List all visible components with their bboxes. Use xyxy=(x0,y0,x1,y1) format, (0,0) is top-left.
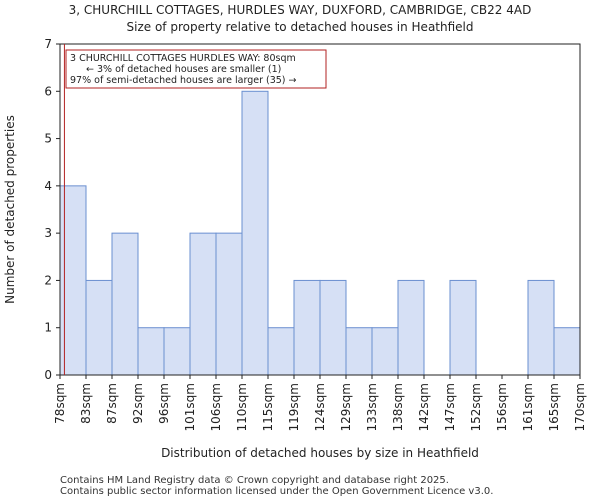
plot-area xyxy=(59,43,581,376)
chart-title: 3, CHURCHILL COTTAGES, HURDLES WAY, DUXF… xyxy=(69,3,532,17)
x-tick-label: 96sqm xyxy=(157,383,171,424)
annotation-line-2: ← 3% of detached houses are smaller (1) xyxy=(86,64,281,75)
bar-133sqm xyxy=(371,327,399,376)
x-tick-label: 138sqm xyxy=(391,383,405,431)
bar-115sqm xyxy=(267,327,295,376)
x-tick-label: 161sqm xyxy=(521,383,535,431)
bar-87sqm xyxy=(111,232,139,376)
y-axis-label: Number of detached properties xyxy=(3,115,17,304)
bar-165sqm xyxy=(553,327,581,376)
bar-96sqm xyxy=(163,327,191,376)
x-tick-label: 106sqm xyxy=(209,383,223,431)
x-tick-label: 110sqm xyxy=(235,383,249,431)
y-tick-label: 0 xyxy=(44,368,52,382)
y-tick-label: 2 xyxy=(44,273,52,287)
x-tick-label: 115sqm xyxy=(261,383,275,431)
bar-129sqm xyxy=(345,327,373,376)
bar-110sqm xyxy=(241,90,269,376)
x-tick-label: 92sqm xyxy=(131,383,145,424)
bars xyxy=(59,90,581,376)
bar-83sqm xyxy=(85,279,113,376)
y-tick-label: 1 xyxy=(44,321,52,335)
x-tick-label: 83sqm xyxy=(79,383,93,424)
annotation-line-3: 97% of semi-detached houses are larger (… xyxy=(70,75,297,86)
bar-92sqm xyxy=(137,327,165,376)
bar-119sqm xyxy=(293,279,321,376)
y-tick-label: 6 xyxy=(44,84,52,98)
x-ticks: 78sqm 83sqm 87sqm 92sqm 96sqm 101sqm 106sqm 110… xyxy=(53,375,587,431)
x-tick-label: 156sqm xyxy=(495,383,509,431)
bar-106sqm xyxy=(215,232,243,376)
x-tick-label: 124sqm xyxy=(313,383,327,431)
x-tick-label: 87sqm xyxy=(105,383,119,424)
x-tick-label: 152sqm xyxy=(469,383,483,431)
annotation-box: 3 CHURCHILL COTTAGES HURDLES WAY: 80sqm … xyxy=(65,49,327,89)
y-tick-label: 5 xyxy=(44,132,52,146)
x-tick-label: 119sqm xyxy=(287,383,301,431)
chart-subtitle: Size of property relative to detached ho… xyxy=(127,20,474,34)
bar-124sqm xyxy=(319,279,347,376)
footer-line-2: Contains public sector information licen… xyxy=(60,486,493,497)
annotation-line-1: 3 CHURCHILL COTTAGES HURDLES WAY: 80sqm xyxy=(70,53,296,64)
y-ticks: 0 1 2 3 4 5 6 7 xyxy=(44,37,60,382)
y-tick-label: 3 xyxy=(44,226,52,240)
x-tick-label: 165sqm xyxy=(547,383,561,431)
y-tick-label: 7 xyxy=(44,37,52,51)
x-tick-label: 170sqm xyxy=(573,383,587,431)
x-axis-label: Distribution of detached houses by size … xyxy=(161,446,479,460)
bar-161sqm xyxy=(527,279,555,376)
x-tick-label: 142sqm xyxy=(417,383,431,431)
bar-147sqm xyxy=(449,279,477,376)
x-tick-label: 101sqm xyxy=(183,383,197,431)
bar-138sqm xyxy=(397,279,425,376)
x-tick-label: 78sqm xyxy=(53,383,67,424)
bar-78sqm xyxy=(59,185,87,376)
x-tick-label: 133sqm xyxy=(365,383,379,431)
footer-line-1: Contains HM Land Registry data © Crown c… xyxy=(60,475,449,486)
bar-101sqm xyxy=(189,232,217,376)
x-tick-label: 129sqm xyxy=(339,383,353,431)
x-tick-label: 147sqm xyxy=(443,383,457,431)
y-tick-label: 4 xyxy=(44,179,52,193)
